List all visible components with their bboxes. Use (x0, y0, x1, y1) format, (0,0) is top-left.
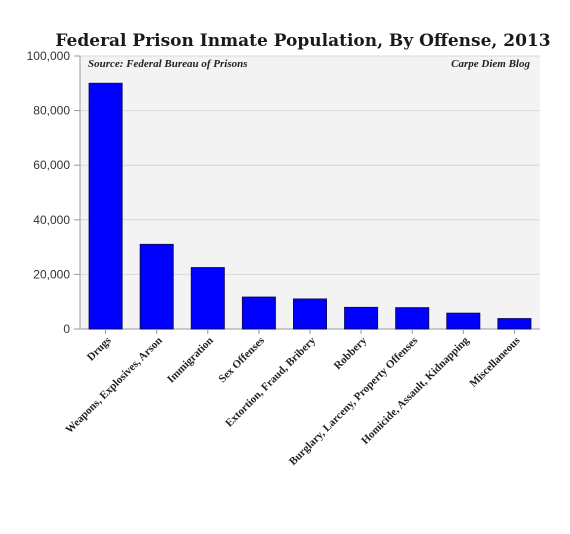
bar-6 (395, 307, 430, 330)
x-tick-label: Homicide, Assault, Kidnapping (359, 334, 472, 447)
x-tick-label: Weapons, Explosives, Arson (63, 335, 164, 436)
source-note: Source: Federal Bureau of Prisons (88, 58, 248, 70)
y-tick-label: 0 (63, 322, 70, 336)
bar-2 (190, 267, 225, 330)
chart-title: Federal Prison Inmate Population, By Off… (55, 31, 550, 51)
x-tick-label: Robbery (332, 334, 370, 372)
plot-area: 0 20,000 40,000 60,000 80,000 100,000 DrugsWea… (27, 49, 540, 468)
y-tick-label: 20,000 (33, 267, 70, 281)
x-tick-label: Miscellaneous (467, 334, 523, 390)
credit-note: Carpe Diem Blog (451, 58, 530, 70)
y-tick-label: 60,000 (33, 158, 70, 172)
bar-0 (88, 82, 123, 330)
x-tick-label: Immigration (165, 335, 216, 386)
bar-3 (241, 296, 276, 330)
bar-8 (497, 318, 532, 330)
bar-4 (293, 298, 327, 330)
y-tick-label: 100,000 (27, 49, 71, 63)
y-tick-label: 40,000 (33, 213, 70, 227)
y-tick-label: 80,000 (33, 104, 70, 118)
bar-5 (344, 306, 379, 330)
x-tick-label: Extortion, Fraud, Bribery (223, 334, 318, 429)
x-tick-label: Drugs (85, 334, 114, 363)
bar-7 (446, 312, 481, 330)
bar-1 (139, 243, 174, 330)
x-tick-label: Sex Offenses (216, 334, 267, 385)
